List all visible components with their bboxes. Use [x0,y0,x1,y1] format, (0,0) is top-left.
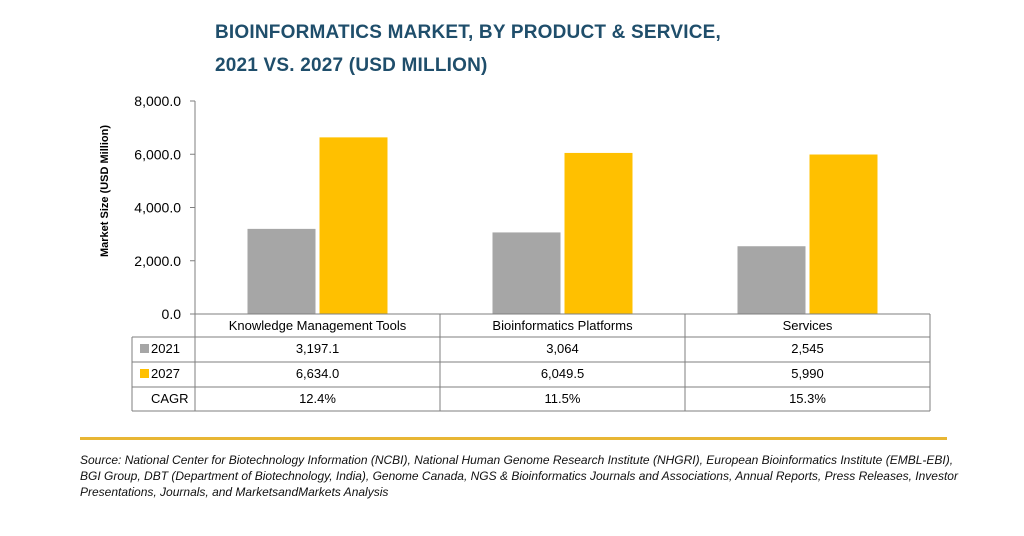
row-label-cagr: CAGR [151,391,189,406]
legend-swatch-2021 [140,344,149,353]
data-label: 6,049.5 [541,366,584,381]
bar-chart: 0.0 2,000.0 4,000.0 6,000.0 8,000.0 Knowledge… [131,93,931,412]
bar-2027-1 [564,152,633,314]
bar-2021-0 [247,228,316,314]
legend-swatch-2027 [140,369,149,378]
x-category-label: Services [783,318,833,333]
data-label: 3,197.1 [296,341,339,356]
x-category-label: Knowledge Management Tools [229,318,407,333]
data-label: 2,545 [791,341,824,356]
y-tick-label: 2,000.0 [134,253,181,269]
data-label: 5,990 [791,366,824,381]
cagr-value: 12.4% [299,391,336,406]
bar-2027-0 [319,137,388,314]
data-label: 6,634.0 [296,366,339,381]
legend-label: 2027 [151,366,180,381]
x-category-label: Bioinformatics Platforms [492,318,633,333]
bar-2021-2 [737,246,806,314]
chart-title-line1: BIOINFORMATICS MARKET, BY PRODUCT & SERV… [215,22,722,43]
y-tick-label: 0.0 [162,306,182,322]
bar-2021-1 [492,232,561,314]
cagr-value: 11.5% [545,391,581,406]
legend-label: 2021 [151,341,180,356]
bar-2027-2 [809,154,878,314]
divider-rule [80,437,947,440]
y-tick-label: 8,000.0 [134,93,181,109]
y-tick-label: 4,000.0 [134,200,181,216]
source-note: Source: National Center for Biotechnolog… [80,453,958,499]
data-label: 3,064 [546,341,579,356]
cagr-value: 15.3% [789,391,826,406]
chart-title-line2: 2021 VS. 2027 (USD MILLION) [215,55,488,76]
y-tick-label: 6,000.0 [134,146,181,162]
